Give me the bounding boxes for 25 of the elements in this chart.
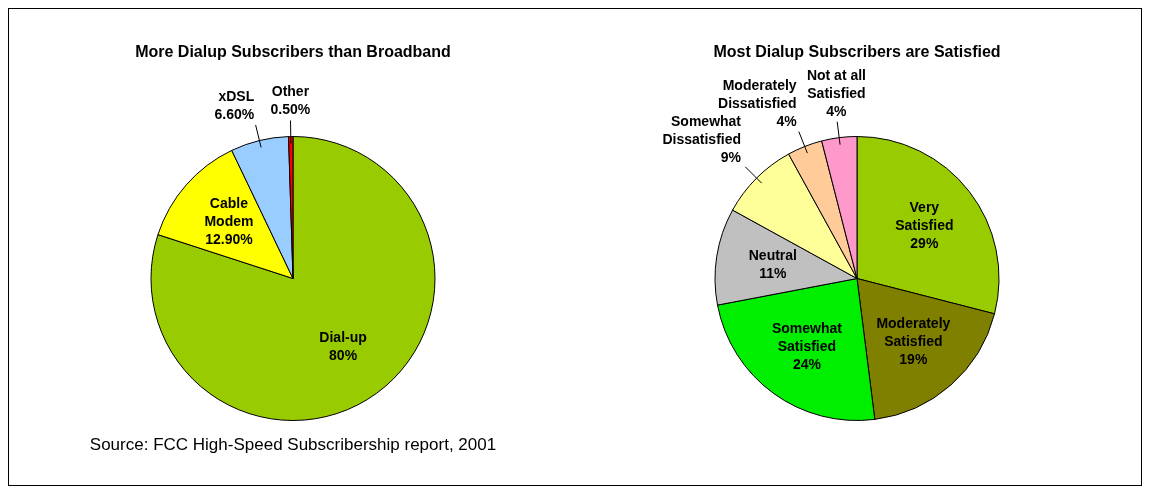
- slice-label: Very Satisfied: [895, 199, 954, 234]
- slice-label: Dial-up: [319, 329, 367, 346]
- chart-title: Most Dialup Subscribers are Satisfied: [712, 43, 1002, 61]
- data-label: 11%: [759, 265, 788, 282]
- data-label: 12.90%: [205, 231, 254, 248]
- data-label: 80%: [329, 347, 358, 364]
- slice-label: Somewhat Dissatisfied: [662, 113, 742, 148]
- slice-label: Not at all Satisfied: [806, 66, 867, 101]
- data-label: 6.60%: [214, 106, 255, 123]
- source-note: Source: FCC High-Speed Subscribership report, 2001: [88, 435, 498, 455]
- data-label: 0.50%: [270, 101, 311, 118]
- data-label: 24%: [792, 356, 822, 373]
- data-label: 4%: [776, 112, 798, 129]
- data-label: 4%: [826, 102, 848, 119]
- slice-label: Somewhat Satisfied: [771, 320, 843, 355]
- slice-label: Other: [271, 83, 310, 100]
- slice-label: Moderately Dissatisfied: [718, 76, 797, 111]
- slice-label: Cable Modem: [204, 195, 254, 230]
- slice-label: Neutral: [748, 247, 797, 264]
- data-label: 19%: [899, 351, 928, 368]
- chart-title: More Dialup Subscribers than Broadband: [134, 43, 452, 61]
- slice-label: Moderately Satisfied: [876, 315, 951, 350]
- data-label: 29%: [910, 235, 939, 252]
- data-label: 9%: [720, 149, 742, 166]
- slice-label: xDSL: [218, 88, 255, 105]
